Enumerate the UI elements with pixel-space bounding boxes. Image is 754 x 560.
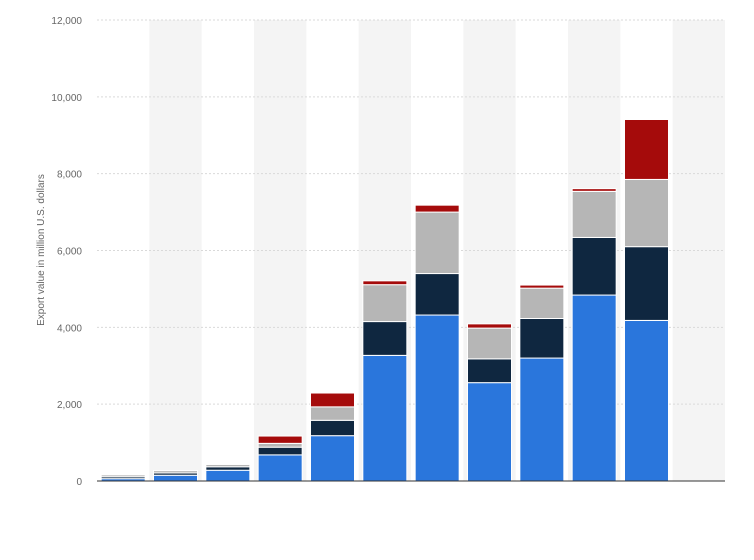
y-tick-label: 6,000 (57, 247, 82, 258)
bar-segment (624, 319, 669, 482)
gridlines (97, 19, 725, 405)
bar-segment (257, 442, 303, 448)
bar-segment (571, 188, 617, 192)
bar-segment (414, 211, 460, 275)
bar-segment (624, 246, 669, 321)
y-axis-label: Export value in million U.S. dollars (36, 174, 47, 326)
bar-segment (414, 273, 460, 316)
bar-segment (100, 474, 146, 478)
bar-segment (310, 419, 355, 437)
bar-segment (362, 284, 408, 323)
bar-segment (310, 435, 355, 482)
y-tick-label: 12,000 (51, 16, 82, 27)
bar-segment (257, 446, 303, 456)
bar-segment (467, 323, 512, 329)
y-tick-label: 10,000 (51, 93, 82, 104)
bar-segment (205, 466, 251, 471)
bar-segment (467, 358, 512, 384)
bars (100, 118, 669, 482)
bar-segment (310, 406, 355, 421)
bar-segment (414, 204, 460, 213)
bar-segment (362, 354, 408, 482)
bar-segment (624, 178, 669, 248)
bar-segment (467, 327, 512, 360)
y-axis-ticks: 0 2,000 4,000 6,000 8,000 10,000 12,000 (51, 16, 82, 488)
bar-segment (519, 357, 565, 482)
bar-segment (310, 392, 355, 408)
bar-segment (205, 463, 251, 468)
bar-segment (571, 190, 617, 238)
y-tick-label: 0 (76, 477, 82, 488)
bar-segment (153, 474, 198, 482)
bar-segment (362, 321, 408, 356)
bar-segment (362, 280, 408, 286)
y-tick-label: 2,000 (57, 400, 82, 411)
bar-segment (519, 317, 565, 359)
bar-segment (414, 314, 460, 482)
bar-segment (571, 236, 617, 296)
bar-segment (624, 118, 669, 180)
bar-segment (519, 284, 565, 289)
y-tick-label: 8,000 (57, 170, 82, 181)
bar-segment (205, 469, 251, 482)
bar-segment (467, 382, 512, 482)
bar-segment (153, 470, 198, 474)
bar-segment (257, 454, 303, 482)
bar-segment (519, 287, 565, 319)
bar-segment (257, 435, 303, 444)
bar-segment (571, 294, 617, 482)
y-tick-label: 4,000 (57, 323, 82, 334)
